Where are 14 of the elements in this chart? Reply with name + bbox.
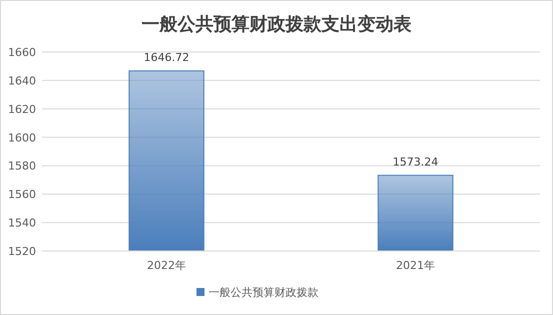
x-tick-label: 2021年	[396, 259, 435, 272]
y-tick-label: 1600	[8, 131, 36, 144]
y-tick-label: 1660	[8, 46, 36, 59]
y-tick-label: 1640	[8, 74, 36, 88]
data-label: 1646.72	[144, 50, 190, 64]
y-tick-label: 1560	[8, 188, 36, 202]
legend-label: 一般公共预算财政拨款	[208, 286, 318, 299]
y-tick-label: 1620	[8, 102, 36, 116]
data-label: 1573.24	[392, 155, 438, 168]
x-tick-label: 2022年	[147, 259, 186, 272]
chart-title: 一般公共预算财政拨款支出变动表	[142, 14, 412, 34]
y-tick-label: 1580	[8, 160, 36, 173]
y-tick-label: 1520	[8, 245, 36, 258]
y-tick-label: 1540	[8, 216, 36, 230]
